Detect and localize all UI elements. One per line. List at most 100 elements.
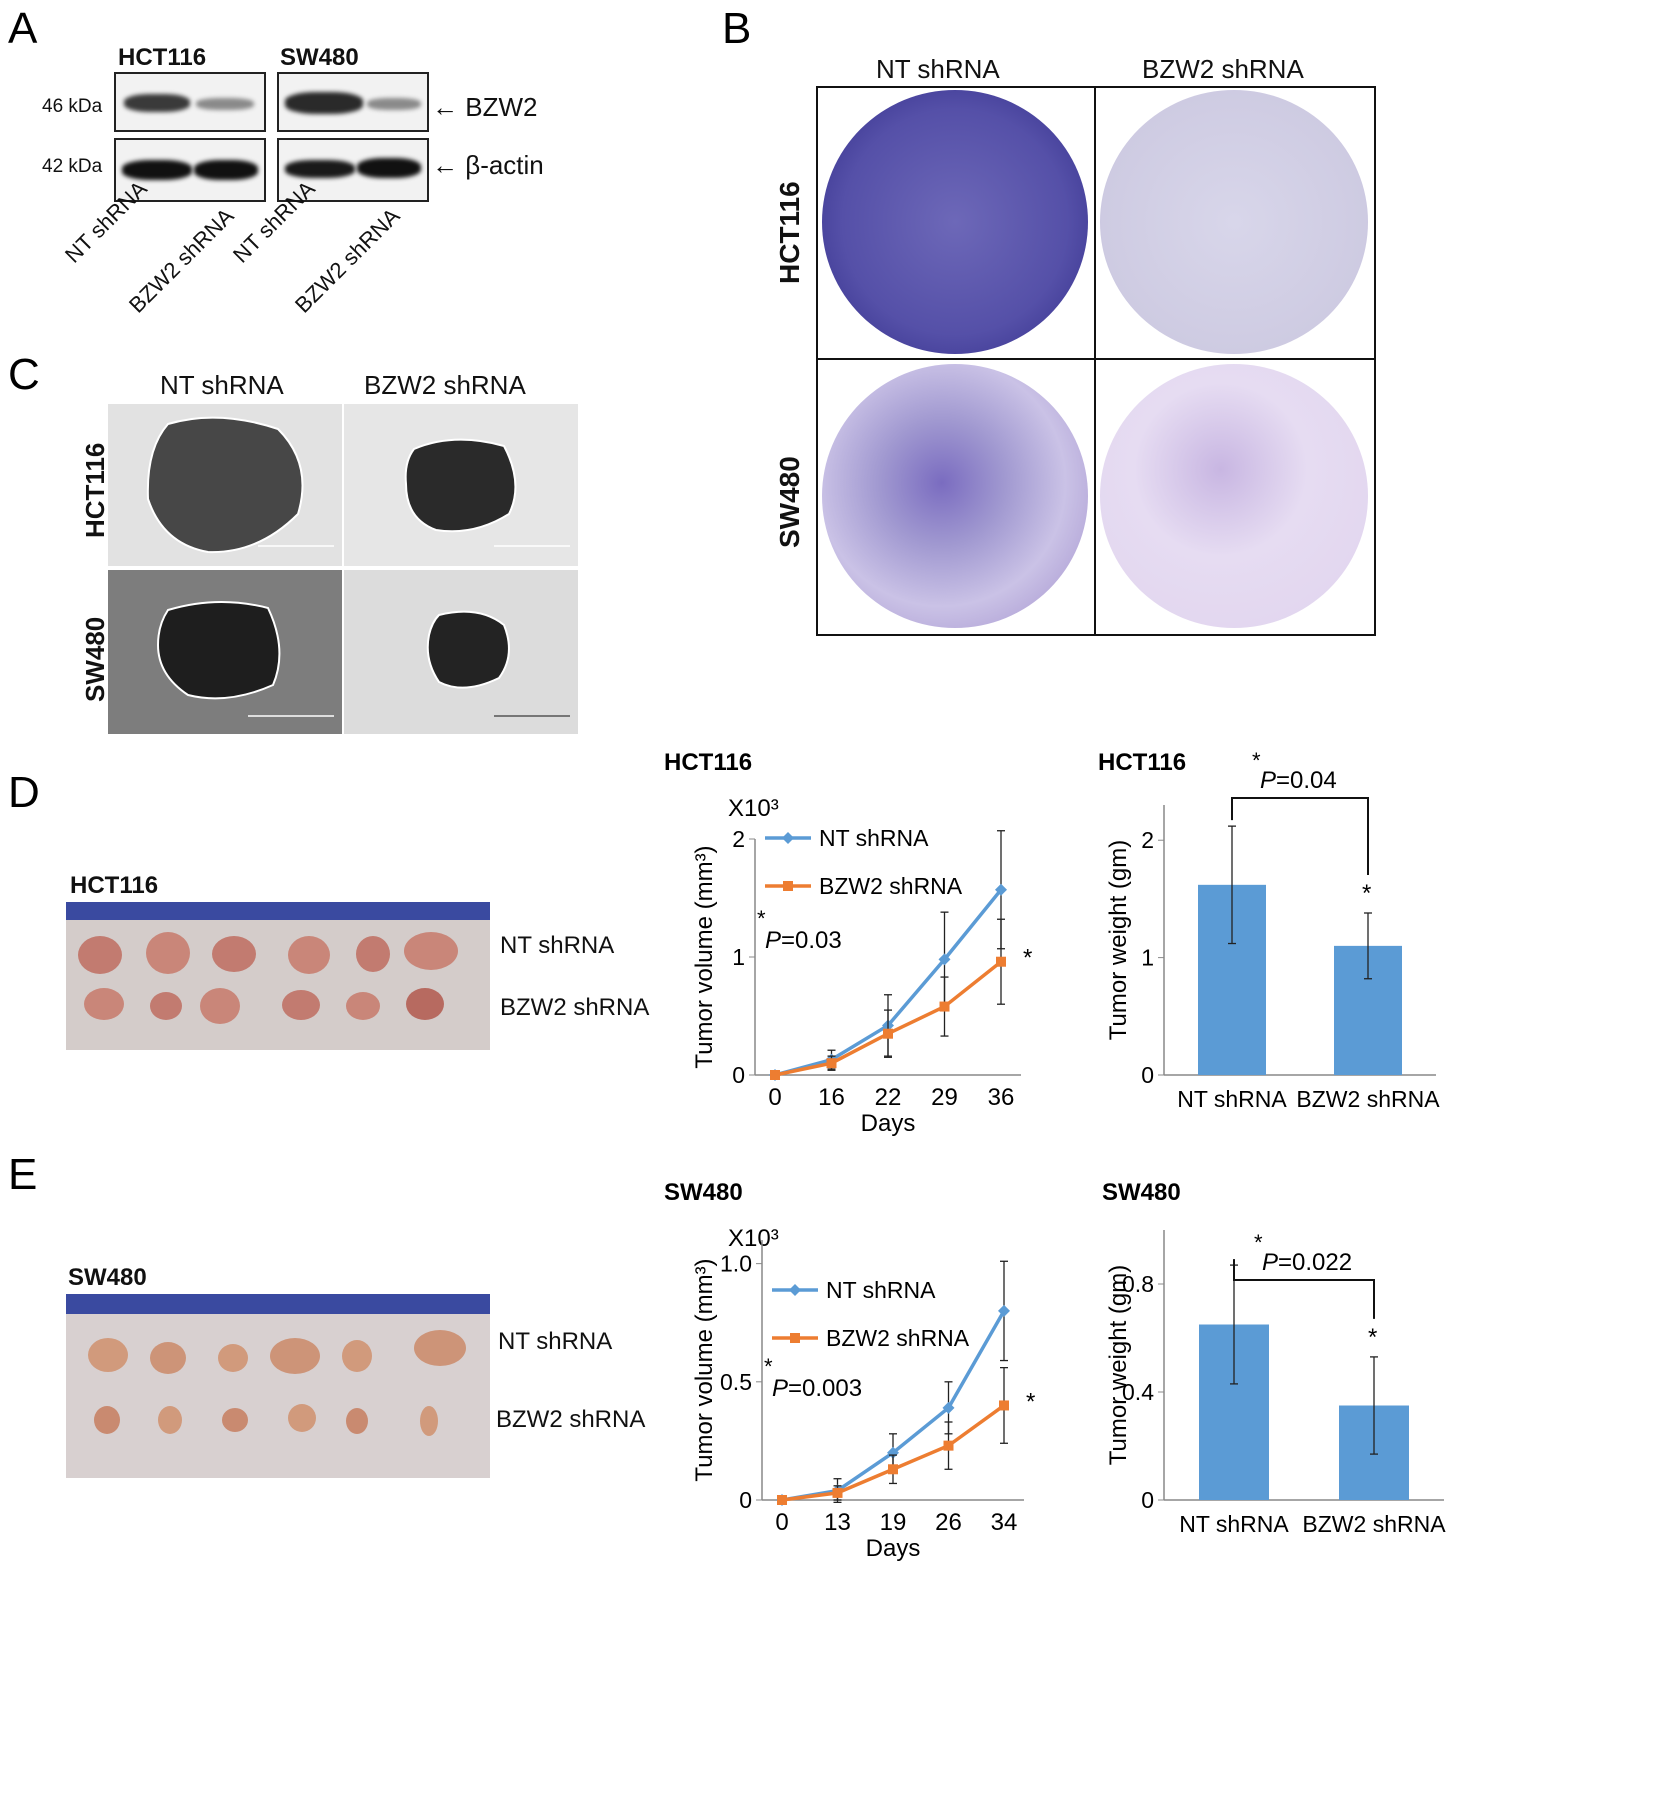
panel-letter-b: B	[722, 4, 752, 53]
significance-star: *	[764, 1354, 773, 1379]
data-point	[883, 1028, 893, 1039]
x-tick-label: 13	[824, 1509, 851, 1536]
tumor	[356, 936, 390, 972]
legend-marker	[790, 1333, 800, 1343]
colony-plate-hct116-bzw2	[1094, 86, 1376, 360]
x-tick-label: 26	[935, 1509, 962, 1536]
tumor	[158, 1406, 182, 1434]
photo-row-label-bzw2: BZW2 shRNA	[496, 1406, 646, 1433]
chart-title: HCT116	[1098, 749, 1186, 776]
tumor	[78, 936, 122, 974]
y-tick-label: 0.4	[1122, 1379, 1154, 1405]
arrow-label-bzw2: ← BZW2	[432, 92, 537, 123]
end-significance-star: *	[1026, 1388, 1035, 1415]
tumor	[222, 1408, 248, 1432]
tumor-photo-hct116	[66, 902, 490, 1050]
tumor	[282, 990, 320, 1020]
x-tick-label: BZW2 shRNA	[1296, 1086, 1440, 1112]
panel-letter-e: E	[8, 1150, 38, 1199]
photo-row-label-nt: NT shRNA	[498, 1328, 613, 1355]
y-tick-label: 1	[732, 944, 745, 970]
significance-bracket	[1231, 797, 1369, 875]
photo-title: HCT116	[70, 872, 159, 899]
row-label-hct116: HCT116	[774, 181, 805, 284]
chart-title: SW480	[664, 1179, 743, 1206]
p-label: P	[765, 927, 781, 954]
x-tick-label: BZW2 shRNA	[1302, 1511, 1446, 1537]
bar-significance-star: *	[1368, 1324, 1377, 1351]
y-tick-label: 1	[1141, 945, 1154, 971]
p-value: =0.03	[781, 927, 842, 954]
protein-label: β-actin	[465, 150, 544, 180]
colony-dish	[822, 90, 1088, 354]
chart-title: SW480	[1102, 1179, 1181, 1206]
p-label: P	[1262, 1249, 1278, 1276]
y-tick-label: 0	[732, 1062, 745, 1088]
colony-plate-hct116-nt	[816, 86, 1096, 360]
column-label-bzw2: BZW2 shRNA	[364, 370, 526, 400]
band	[357, 158, 421, 178]
tumor	[88, 1338, 128, 1372]
row-label-hct116: HCT116	[80, 442, 110, 538]
p-value: =0.04	[1276, 767, 1337, 794]
x-tick-label: NT shRNA	[1177, 1086, 1287, 1112]
colony-plate-sw480-nt	[816, 358, 1096, 636]
significance-star: *	[1252, 748, 1261, 773]
western-blot-sw480-bzw2	[277, 72, 429, 132]
tumor-weight-chart-hct116: HCT116 Tumor weight (gm) 0 1 2 NT shRNA BZW2 s…	[1098, 748, 1440, 1112]
data-point	[832, 1487, 843, 1498]
data-point	[939, 1001, 950, 1012]
lane-label: BZW2 shRNA	[124, 203, 239, 318]
tumor	[150, 1342, 186, 1374]
tumor	[94, 1406, 120, 1434]
legend-marker	[789, 1284, 801, 1296]
photo-row-label-bzw2: BZW2 shRNA	[500, 994, 650, 1021]
tumor	[270, 1338, 320, 1374]
cell-line-label-hct116: HCT116	[118, 44, 207, 71]
kda-label-46: 46 kDa	[42, 96, 103, 117]
data-point	[943, 1440, 954, 1451]
photo-title: SW480	[68, 1264, 147, 1291]
western-blot-sw480-actin	[277, 138, 429, 202]
y-tick-label: 0	[1141, 1487, 1154, 1513]
panel-letter-c: C	[8, 350, 40, 399]
p-value: =0.022	[1278, 1249, 1352, 1276]
colony-dish	[822, 364, 1088, 628]
legend-marker	[783, 881, 793, 891]
tumor	[288, 936, 330, 974]
y-tick-label: 2	[1141, 827, 1154, 853]
row-label-sw480: SW480	[80, 616, 110, 702]
significance-star: *	[1254, 1230, 1263, 1255]
y-tick-label: 0.5	[720, 1369, 752, 1395]
tumor	[346, 1408, 368, 1434]
x-axis-label: Days	[861, 1110, 916, 1137]
x-tick-label: 0	[775, 1509, 788, 1536]
arrow-label-actin: ← β-actin	[432, 150, 544, 181]
significance-star: *	[757, 906, 766, 931]
band	[122, 160, 192, 180]
tumor	[200, 988, 240, 1024]
band	[285, 92, 363, 114]
y-tick-label: 2	[732, 826, 745, 852]
colony-plate-sw480-bzw2	[1094, 358, 1376, 636]
tumor	[404, 932, 458, 970]
data-point	[826, 1058, 837, 1069]
legend-marker	[782, 832, 794, 844]
spheroid-image-hct116-bzw2	[344, 404, 578, 566]
left-arrow-icon: ←	[432, 150, 458, 180]
x-tick-label: 0	[768, 1084, 781, 1111]
y-tick-label: 1.0	[720, 1251, 752, 1277]
y-axis-label: Tumor volume (mm³)	[691, 1258, 718, 1481]
row-label-sw480: SW480	[774, 456, 805, 548]
photo-row-label-nt: NT shRNA	[500, 932, 615, 959]
y-axis-label: Tumor weight (gm)	[1105, 840, 1132, 1040]
column-label-bzw2: BZW2 shRNA	[1142, 54, 1304, 84]
column-label-nt: NT shRNA	[160, 370, 284, 400]
tumor	[146, 932, 190, 974]
band	[194, 160, 258, 180]
ruler	[66, 902, 490, 920]
data-point	[996, 956, 1006, 967]
y-multiplier: X10³	[728, 795, 779, 822]
x-tick-label: NT shRNA	[1179, 1511, 1289, 1537]
y-tick-label: 0	[739, 1487, 752, 1513]
